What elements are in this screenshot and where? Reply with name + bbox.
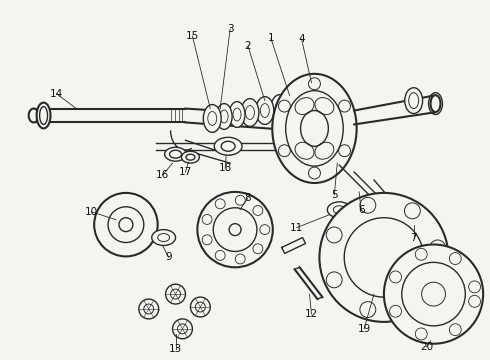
Circle shape [191, 297, 210, 317]
Circle shape [166, 284, 185, 304]
Circle shape [197, 192, 273, 267]
Text: 5: 5 [331, 190, 338, 200]
Circle shape [172, 319, 193, 339]
Circle shape [468, 296, 481, 307]
Text: 14: 14 [50, 89, 63, 99]
Circle shape [326, 272, 342, 288]
Ellipse shape [29, 109, 39, 122]
Circle shape [430, 240, 445, 256]
Ellipse shape [271, 95, 289, 122]
Polygon shape [282, 238, 306, 253]
Text: 16: 16 [156, 170, 169, 180]
Ellipse shape [405, 88, 422, 113]
Ellipse shape [152, 230, 175, 246]
Circle shape [449, 253, 461, 265]
Ellipse shape [427, 231, 444, 244]
Ellipse shape [37, 103, 50, 129]
Text: 19: 19 [357, 324, 371, 334]
Text: 2: 2 [245, 41, 251, 51]
Text: 3: 3 [227, 24, 233, 34]
Circle shape [404, 296, 420, 312]
Circle shape [430, 259, 445, 275]
Text: 11: 11 [290, 222, 303, 233]
Text: 8: 8 [245, 193, 251, 203]
Circle shape [229, 224, 241, 235]
Circle shape [360, 302, 376, 318]
Circle shape [319, 193, 448, 322]
Ellipse shape [241, 99, 259, 126]
Ellipse shape [256, 96, 274, 125]
Text: 15: 15 [186, 31, 199, 41]
Text: 20: 20 [420, 342, 433, 352]
Ellipse shape [272, 74, 357, 183]
Ellipse shape [165, 147, 187, 161]
Text: 1: 1 [268, 33, 274, 43]
Circle shape [390, 305, 401, 317]
Circle shape [404, 203, 420, 219]
Circle shape [390, 271, 401, 283]
Text: 9: 9 [165, 252, 172, 262]
Text: 10: 10 [85, 207, 98, 217]
Text: 6: 6 [358, 205, 365, 215]
Ellipse shape [216, 104, 232, 129]
Circle shape [384, 244, 483, 344]
Text: 4: 4 [298, 34, 305, 44]
Circle shape [360, 197, 376, 213]
Text: 12: 12 [305, 309, 318, 319]
Ellipse shape [400, 211, 417, 224]
Ellipse shape [203, 105, 221, 132]
Ellipse shape [431, 95, 441, 112]
Text: 18: 18 [219, 163, 232, 173]
Text: 17: 17 [179, 167, 192, 177]
Ellipse shape [229, 102, 245, 127]
Circle shape [416, 328, 427, 340]
Circle shape [94, 193, 158, 256]
Ellipse shape [327, 202, 351, 218]
Ellipse shape [181, 151, 199, 163]
Circle shape [139, 299, 159, 319]
Text: 7: 7 [411, 233, 417, 243]
Text: 13: 13 [169, 344, 182, 354]
Circle shape [468, 281, 481, 293]
Circle shape [326, 227, 342, 243]
Circle shape [416, 248, 427, 260]
Ellipse shape [372, 193, 390, 206]
Ellipse shape [214, 137, 242, 155]
Circle shape [449, 324, 461, 336]
